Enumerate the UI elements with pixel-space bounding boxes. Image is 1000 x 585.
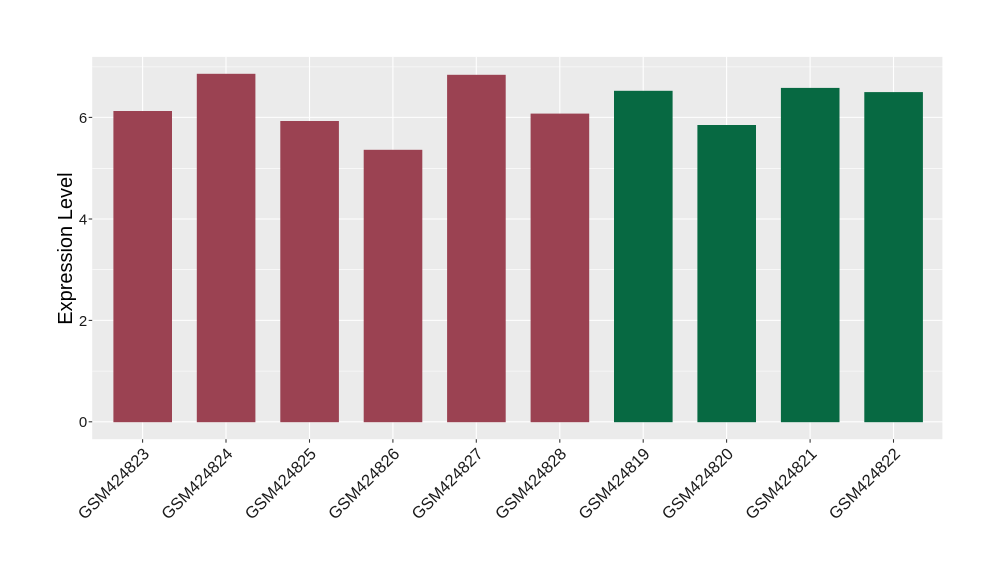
svg-text:4: 4 xyxy=(79,211,87,228)
svg-text:6: 6 xyxy=(79,110,87,127)
svg-text:0: 0 xyxy=(79,414,87,431)
svg-text:2: 2 xyxy=(79,313,87,330)
svg-text:Expression Level: Expression Level xyxy=(55,172,77,324)
